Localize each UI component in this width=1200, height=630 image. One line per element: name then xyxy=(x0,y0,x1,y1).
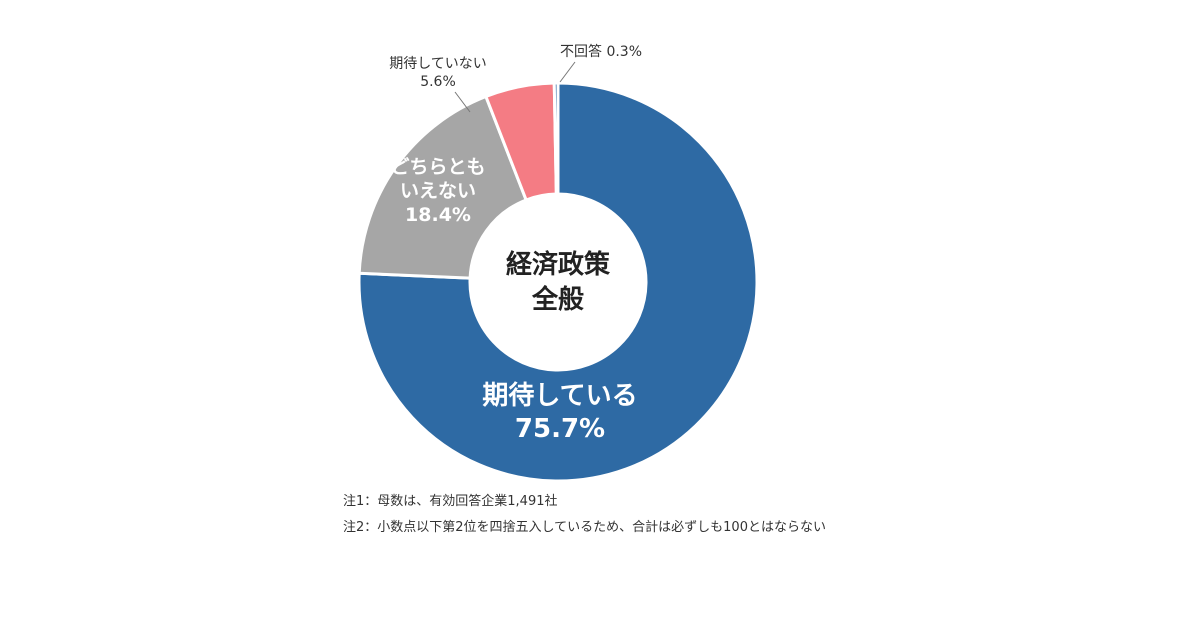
slice-label-text-1: どちらとも xyxy=(390,156,486,178)
note-2: 注2：小数点以下第2位を四捨五入しているため、合計は必ずしも100とはならない xyxy=(343,520,826,535)
leader-line-1 xyxy=(559,61,576,83)
slice-label-value: 75.7% xyxy=(514,413,606,444)
slice-3 xyxy=(552,81,560,196)
center-label: 経済政策 全般 xyxy=(478,248,638,318)
slice-label-value: 18.4% xyxy=(405,203,471,226)
note-1: 注1：母数は、有効回答企業1,491社 xyxy=(343,494,558,509)
slice-0 xyxy=(357,81,759,483)
slice-label-expecting: 期待している 75.7% xyxy=(455,380,665,445)
slice-label-no-answer: 不回答 0.3% xyxy=(560,44,642,62)
slice-label-text-2: いえない xyxy=(399,179,476,202)
slice-label-neutral: どちらとも いえない 18.4% xyxy=(378,156,498,227)
center-label-line-2: 全般 xyxy=(531,285,584,316)
slice-label-not-expecting: 期待していない 5.6% xyxy=(378,56,498,91)
slice-label-text: 期待していない xyxy=(389,56,487,72)
leader-line-0 xyxy=(454,91,471,113)
slice-label-value: 5.6% xyxy=(420,73,456,90)
center-label-line-1: 経済政策 xyxy=(505,250,610,280)
slice-label-value: 0.3% xyxy=(606,44,643,60)
slice-label-text: 期待している xyxy=(482,381,638,411)
slice-label-text: 不回答 xyxy=(560,44,602,60)
slice-1 xyxy=(357,94,529,280)
